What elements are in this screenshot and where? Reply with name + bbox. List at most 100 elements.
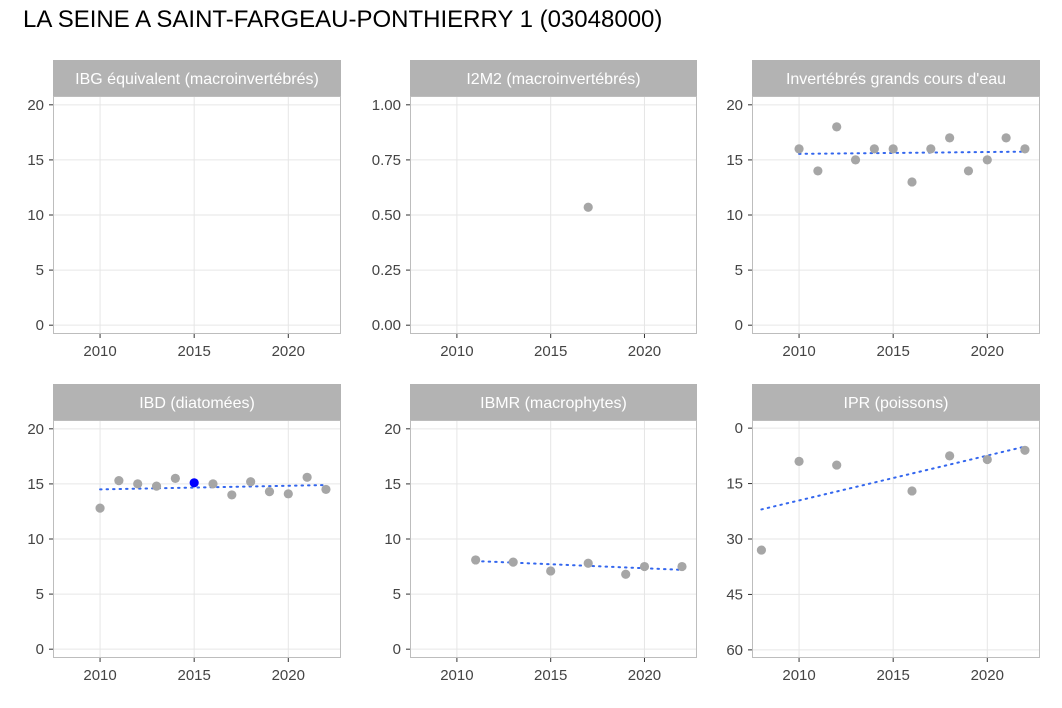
data-point bbox=[677, 561, 687, 572]
data-point bbox=[621, 569, 631, 579]
data-point bbox=[227, 490, 237, 500]
y-tick-label: 0.00 bbox=[372, 317, 401, 334]
data-point bbox=[95, 503, 105, 513]
data-point bbox=[869, 144, 879, 154]
data-point bbox=[246, 477, 256, 487]
x-tick-label: 2010 bbox=[782, 343, 815, 360]
data-point bbox=[850, 155, 861, 165]
facet-title: IBD (diatomées) bbox=[139, 395, 255, 412]
x-tick-label: 2015 bbox=[534, 343, 567, 360]
y-tick-label: 5 bbox=[36, 262, 44, 279]
data-point bbox=[170, 473, 180, 483]
facet-strip bbox=[53, 384, 341, 420]
facet-strip bbox=[752, 60, 1040, 96]
y-tick-label: 5 bbox=[735, 262, 743, 279]
panel-border bbox=[410, 420, 697, 658]
data-point bbox=[926, 144, 936, 154]
data-point bbox=[982, 454, 992, 465]
data-point bbox=[321, 484, 331, 495]
facet-title: IPR (poissons) bbox=[844, 395, 949, 412]
data-point bbox=[794, 456, 804, 466]
panel-border bbox=[53, 96, 341, 334]
y-tick-label: 20 bbox=[27, 97, 44, 114]
y-tick-label: 15 bbox=[27, 152, 44, 169]
x-tick-label: 2010 bbox=[83, 343, 116, 360]
y-tick-label: 0 bbox=[36, 641, 44, 658]
y-tick-label: 0.75 bbox=[372, 152, 401, 169]
facet-strip bbox=[752, 384, 1040, 420]
data-point bbox=[832, 460, 842, 470]
page-title: LA SEINE A SAINT-FARGEAU-PONTHIERRY 1 (0… bbox=[23, 6, 663, 33]
facet-panel-6: IPR (poissons) 0 15 30 45 60 2010 2015 2020 bbox=[726, 384, 1040, 684]
data-point bbox=[264, 487, 275, 497]
y-tick-label: 0 bbox=[735, 420, 743, 437]
y-tick-label: 20 bbox=[384, 421, 401, 438]
data-point bbox=[888, 144, 898, 154]
panel-border bbox=[53, 420, 341, 658]
data-point bbox=[1020, 445, 1030, 455]
x-tick-label: 2010 bbox=[782, 667, 815, 684]
x-tick-label: 2015 bbox=[876, 343, 909, 360]
data-point bbox=[283, 489, 293, 499]
y-tick-label: 10 bbox=[27, 207, 44, 224]
data-point bbox=[756, 545, 767, 555]
data-point bbox=[982, 155, 992, 165]
data-point bbox=[1020, 144, 1030, 154]
data-point bbox=[133, 479, 143, 489]
facet-title: IBG équivalent (macroinvertébrés) bbox=[75, 71, 319, 88]
highlighted-data-point bbox=[189, 478, 199, 488]
x-tick-label: 2015 bbox=[876, 667, 909, 684]
x-tick-label: 2010 bbox=[83, 667, 116, 684]
y-tick-label: 0 bbox=[393, 641, 401, 658]
x-tick-label: 2020 bbox=[272, 667, 305, 684]
x-tick-label: 2020 bbox=[628, 343, 661, 360]
y-tick-label: 30 bbox=[726, 531, 743, 548]
y-tick-label: 20 bbox=[726, 97, 743, 114]
y-tick-label: 60 bbox=[726, 642, 743, 659]
data-point bbox=[907, 486, 917, 496]
y-tick-label: 0.50 bbox=[372, 207, 401, 224]
facet-strip bbox=[53, 60, 341, 96]
y-tick-label: 0 bbox=[36, 317, 44, 334]
facet-title: IBMR (macrophytes) bbox=[480, 395, 627, 412]
data-point bbox=[945, 133, 955, 143]
y-tick-label: 15 bbox=[726, 152, 743, 169]
data-point bbox=[907, 177, 917, 187]
data-point bbox=[208, 479, 218, 489]
trend-line bbox=[798, 150, 1026, 155]
y-tick-label: 10 bbox=[27, 531, 44, 548]
x-tick-label: 2020 bbox=[971, 343, 1004, 360]
facet-panel-3: Invertébrés grands cours d'eau0510152020… bbox=[726, 60, 1040, 360]
x-tick-label: 2015 bbox=[534, 667, 567, 684]
x-tick-label: 2015 bbox=[177, 667, 210, 684]
data-point bbox=[114, 476, 124, 486]
data-point bbox=[302, 472, 312, 482]
y-tick-label: 20 bbox=[27, 421, 44, 438]
data-point bbox=[639, 561, 650, 572]
panel-border bbox=[752, 96, 1040, 334]
facet-panel-4: IBD (diatomées) 0 5 10 15 20 2010 2015 2020 bbox=[27, 384, 341, 684]
data-point bbox=[1001, 133, 1011, 143]
data-point bbox=[546, 566, 556, 576]
data-point bbox=[583, 558, 593, 568]
trend-line bbox=[760, 445, 1026, 511]
x-tick-label: 2020 bbox=[971, 667, 1004, 684]
y-tick-label: 5 bbox=[36, 586, 44, 603]
y-tick-label: 1.00 bbox=[372, 97, 401, 114]
y-tick-label: 45 bbox=[726, 586, 743, 603]
panel-border bbox=[410, 96, 697, 334]
y-tick-label: 15 bbox=[27, 476, 44, 493]
y-tick-label: 5 bbox=[393, 586, 401, 603]
y-tick-label: 0 bbox=[735, 317, 743, 334]
x-tick-label: 2020 bbox=[628, 667, 661, 684]
y-tick-label: 10 bbox=[384, 531, 401, 548]
facet-title: Invertébrés grands cours d'eau bbox=[786, 71, 1006, 88]
panel-border bbox=[752, 420, 1040, 658]
y-tick-label: 15 bbox=[726, 476, 743, 493]
y-tick-label: 10 bbox=[726, 207, 743, 224]
data-point bbox=[794, 144, 804, 154]
data-point bbox=[813, 166, 823, 176]
y-tick-label: 15 bbox=[384, 476, 401, 493]
x-tick-label: 2010 bbox=[440, 343, 473, 360]
data-point bbox=[945, 451, 955, 461]
